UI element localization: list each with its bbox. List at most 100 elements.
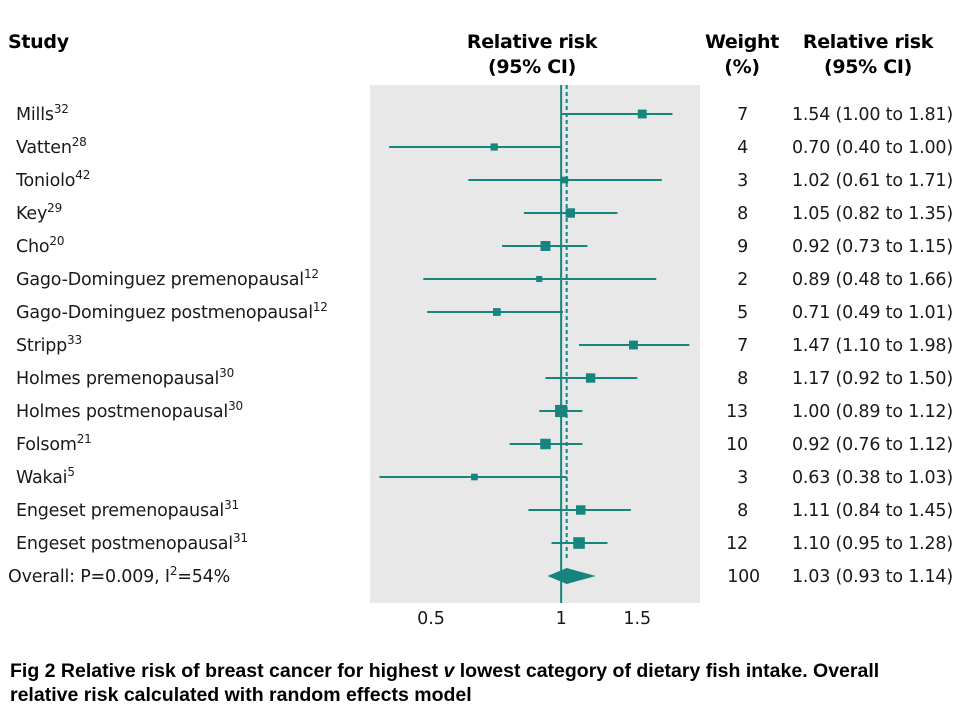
study-label: Toniolo42 (15, 168, 90, 191)
header-weight: Weight (705, 31, 779, 53)
study-row: Stripp33 7 1.47 (1.10 to 1.98) (16, 333, 953, 356)
weight-value: 7 (737, 336, 748, 356)
overall-diamond (547, 568, 596, 584)
weight-value: 9 (737, 237, 748, 257)
relative-risk-value: 1.10 (0.95 to 1.28) (792, 534, 953, 554)
study-row: Vatten28 4 0.70 (0.40 to 1.00) (16, 135, 953, 158)
point-estimate-marker (637, 109, 647, 119)
relative-risk-value: 1.17 (0.92 to 1.50) (792, 369, 953, 389)
study-label: Holmes postmenopausal30 (16, 399, 243, 422)
study-reference-superscript: 28 (72, 135, 87, 149)
figure-caption: Fig 2 Relative risk of breast cancer for… (10, 659, 940, 707)
study-label: Gago-Dominguez postmenopausal12 (16, 300, 328, 323)
header-relative-risk-title: Relative risk (467, 31, 598, 53)
study-label: Engeset postmenopausal31 (16, 531, 248, 554)
weight-value: 7 (737, 105, 748, 125)
study-reference-superscript: 12 (313, 300, 328, 314)
column-headers: Study Relative risk (95% CI) Weight (%) … (8, 31, 934, 78)
relative-risk-value: 0.70 (0.40 to 1.00) (792, 138, 953, 158)
point-estimate-marker (536, 275, 543, 283)
weight-value: 12 (726, 534, 748, 554)
study-label: Stripp33 (16, 333, 82, 356)
x-tick-label: 0.5 (417, 609, 445, 629)
point-estimate-marker (540, 241, 551, 251)
overall-label: Overall: P=0.009, I2=54% (8, 564, 230, 587)
weight-value: 5 (737, 303, 748, 323)
overall-row: Overall: P=0.009, I2=54% 100 1.03 (0.93 to… (8, 564, 953, 587)
point-estimate-marker (565, 208, 575, 218)
study-label: Cho20 (16, 234, 64, 257)
study-row: Engeset postmenopausal31 12 1.10 (0.95 to … (16, 531, 953, 554)
study-row: Wakai5 3 0.63 (0.38 to 1.03) (16, 465, 953, 488)
study-row: Key29 8 1.05 (0.82 to 1.35) (16, 201, 953, 224)
study-label: Folsom21 (16, 432, 92, 455)
caption-part-1: Fig 2 Relative risk of breast cancer for… (10, 660, 444, 682)
relative-risk-value: 1.54 (1.00 to 1.81) (792, 105, 953, 125)
study-row: Toniolo42 3 1.02 (0.61 to 1.71) (15, 168, 953, 191)
weight-value: 2 (737, 270, 748, 290)
study-label: Mills32 (16, 102, 69, 125)
study-label: Wakai5 (16, 465, 75, 488)
study-row: Holmes postmenopausal30 13 1.00 (0.89 to 1… (16, 399, 953, 422)
study-label: Gago-Dominguez premenopausal12 (16, 267, 319, 290)
weight-value: 4 (737, 138, 748, 158)
point-estimate-marker (492, 308, 501, 316)
relative-risk-value: 1.00 (0.89 to 1.12) (792, 402, 953, 422)
relative-risk-value: 0.63 (0.38 to 1.03) (792, 468, 953, 488)
study-reference-superscript: 31 (224, 498, 239, 512)
x-tick-label: 1.5 (623, 609, 651, 629)
x-tick-label: 1 (556, 609, 567, 629)
study-label: Engeset premenopausal31 (16, 498, 239, 521)
relative-risk-value: 1.05 (0.82 to 1.35) (792, 204, 953, 224)
point-estimate-marker (471, 473, 478, 481)
study-reference-superscript: 5 (67, 465, 74, 479)
weight-value: 13 (726, 402, 748, 422)
study-row: Engeset premenopausal31 8 1.11 (0.84 to 1.… (16, 498, 953, 521)
study-row: Folsom21 10 0.92 (0.76 to 1.12) (16, 432, 953, 455)
study-row: Mills32 7 1.54 (1.00 to 1.81) (16, 102, 953, 125)
study-reference-superscript: 12 (304, 267, 319, 281)
study-reference-superscript: 30 (228, 399, 243, 413)
study-reference-superscript: 29 (47, 201, 62, 215)
relative-risk-value: 0.89 (0.48 to 1.66) (792, 270, 953, 290)
weight-value: 3 (737, 171, 748, 191)
relative-risk-value: 1.02 (0.61 to 1.71) (792, 171, 953, 191)
weight-value: 10 (726, 435, 748, 455)
header-relative-risk-ci: (95% CI) (488, 56, 576, 78)
caption-italic-v: v (443, 660, 455, 682)
study-row: Gago-Dominguez postmenopausal12 5 0.71 (0.… (16, 300, 953, 323)
study-reference-superscript: 42 (75, 168, 90, 182)
point-estimate-marker (629, 340, 638, 350)
relative-risk-value: 0.92 (0.73 to 1.15) (792, 237, 953, 257)
header-weight-unit: (%) (724, 56, 760, 78)
weight-value: 8 (737, 369, 748, 389)
study-label: Vatten28 (16, 135, 87, 158)
study-reference-superscript: 32 (54, 102, 69, 116)
header-study: Study (8, 31, 70, 53)
study-reference-superscript: 31 (233, 531, 248, 545)
study-row: Holmes premenopausal30 8 1.17 (0.92 to 1.5… (16, 366, 953, 389)
point-estimate-marker (540, 438, 551, 450)
point-estimate-marker (490, 143, 498, 151)
forest-plot: Study Relative risk (95% CI) Weight (%) … (8, 31, 953, 629)
study-row: Gago-Dominguez premenopausal12 2 0.89 (0.4… (16, 267, 953, 290)
study-label: Holmes premenopausal30 (16, 366, 234, 389)
relative-risk-value: 1.47 (1.10 to 1.98) (792, 336, 953, 356)
caption-part-2: lowest category of dietary fish intake. … (10, 660, 880, 706)
study-reference-superscript: 30 (219, 366, 234, 380)
study-row: Cho20 9 0.92 (0.73 to 1.15) (16, 234, 953, 257)
weight-value: 3 (737, 468, 748, 488)
weight-value: 8 (737, 204, 748, 224)
study-reference-superscript: 33 (67, 333, 82, 347)
point-estimate-marker (585, 373, 596, 383)
relative-risk-value: 1.11 (0.84 to 1.45) (792, 501, 953, 521)
point-estimate-marker (561, 176, 569, 184)
study-reference-superscript: 20 (49, 234, 64, 248)
weight-value: 8 (737, 501, 748, 521)
point-estimate-marker (573, 537, 585, 549)
relative-risk-value: 0.92 (0.76 to 1.12) (792, 435, 953, 455)
header-relative-risk-column: Relative risk (803, 31, 934, 53)
point-estimate-marker (576, 505, 586, 515)
overall-weight-value: 100 (727, 567, 760, 587)
header-relative-risk-column-ci: (95% CI) (824, 56, 912, 78)
